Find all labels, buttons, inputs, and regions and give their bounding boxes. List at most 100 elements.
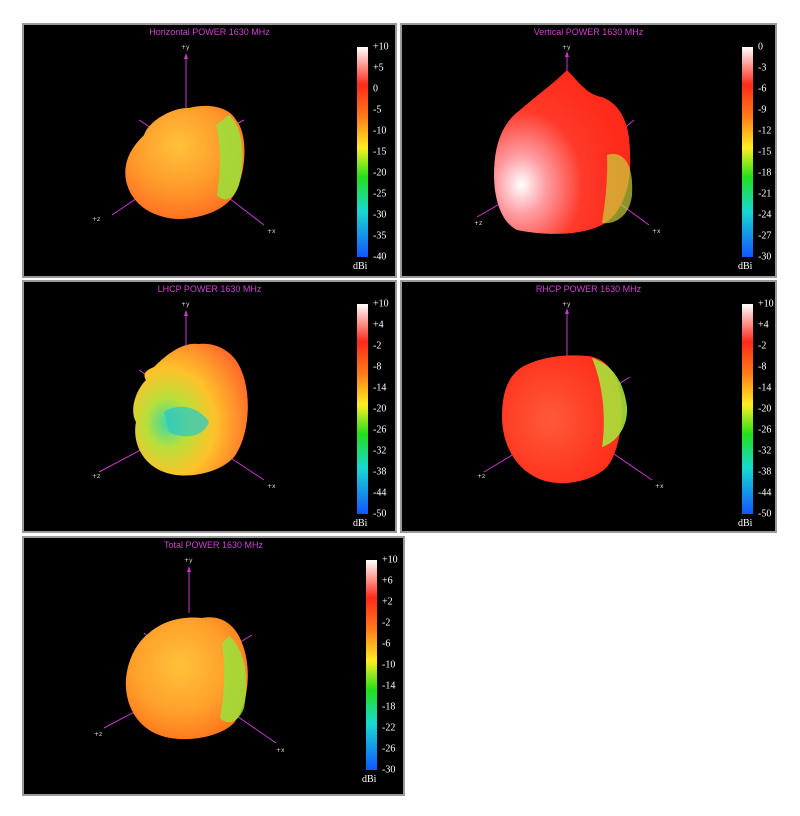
colorbar-tick: -26	[373, 424, 387, 436]
colorbar-unit: dBi	[738, 261, 753, 272]
colorbar-tick: -6	[382, 638, 391, 650]
pattern-plot: +y +z +x	[92, 44, 276, 235]
colorbar-tick: -44	[373, 487, 387, 499]
colorbar-tick: -18	[758, 167, 772, 179]
colorbar-tick: -3	[758, 62, 767, 74]
colorbar-unit: dBi	[353, 261, 368, 272]
colorbar-tick: -15	[758, 146, 772, 158]
pattern-side	[220, 636, 247, 723]
z-axis-label: +z	[94, 731, 102, 738]
colorbar-tick: -21	[758, 188, 772, 200]
pattern-plot: +y +z +x	[474, 44, 661, 235]
colorbar-tick: -24	[758, 209, 772, 221]
pattern-surface	[125, 617, 248, 740]
chart-title: LHCP POWER 1630 MHz	[157, 284, 262, 294]
colorbar-unit: dBi	[362, 774, 377, 785]
colorbar-tick: -8	[758, 361, 767, 373]
colorbar-tick: -30	[758, 251, 772, 263]
chart-panel-lhcp: LHCP POWER 1630 MHz +y +z +x +10 +4 -2 -…	[22, 280, 397, 533]
y-axis-arrow	[565, 308, 569, 314]
colorbar-tick: -15	[373, 146, 387, 158]
colorbar-tick: -20	[758, 403, 772, 415]
colorbar: 0 -3 -6 -9 -12 -15 -18 -21 -24 -27 -30 d…	[738, 42, 771, 273]
z-axis-label: +z	[477, 473, 485, 480]
colorbar-tick: -22	[382, 722, 396, 734]
colorbar-tick: -27	[758, 230, 772, 242]
colorbar-tick: -14	[373, 382, 387, 394]
pattern-blob	[164, 406, 209, 437]
colorbar-tick: +10	[382, 554, 398, 566]
colorbar-gradient	[366, 560, 377, 770]
pattern-plot: +y +z +x	[92, 301, 276, 490]
colorbar-tick: -50	[758, 508, 772, 520]
colorbar-tick: -14	[758, 382, 772, 394]
y-axis-label: +y	[562, 301, 571, 308]
colorbar-tick: -5	[373, 104, 382, 116]
colorbar-tick: +2	[382, 596, 393, 608]
x-axis-label: +x	[655, 483, 664, 490]
colorbar-tick: -32	[758, 445, 772, 457]
colorbar-tick: -30	[382, 764, 396, 776]
colorbar-tick: +6	[382, 575, 393, 587]
colorbar-tick: -9	[758, 104, 767, 116]
x-axis-label: +x	[267, 483, 276, 490]
y-axis-arrow	[184, 53, 188, 59]
z-axis-label: +z	[92, 216, 100, 223]
colorbar-tick: -8	[373, 361, 382, 373]
colorbar-unit: dBi	[738, 518, 753, 529]
colorbar: +10 +4 -2 -8 -14 -20 -26 -32 -38 -44 -50…	[738, 299, 774, 530]
colorbar-gradient	[357, 304, 368, 514]
pattern-surface	[502, 355, 622, 484]
colorbar-gradient	[742, 304, 753, 514]
colorbar: +10 +4 -2 -8 -14 -20 -26 -32 -38 -44 -50…	[353, 299, 389, 530]
colorbar-tick: -35	[373, 230, 387, 242]
colorbar-tick: -20	[373, 403, 387, 415]
colorbar-tick: -6	[758, 83, 767, 95]
colorbar-tick: -12	[758, 125, 772, 137]
colorbar-gradient	[742, 47, 753, 257]
colorbar-gradient	[357, 47, 368, 257]
x-axis-label: +x	[267, 228, 276, 235]
pattern-plot: +y +z +x	[477, 301, 664, 490]
colorbar-tick: -2	[373, 340, 382, 352]
colorbar-tick: 0	[758, 41, 763, 53]
y-axis-arrow	[187, 566, 191, 572]
colorbar-tick: 0	[373, 83, 378, 95]
colorbar: +10 +5 0 -5 -10 -15 -20 -25 -30 -35 -40 …	[353, 42, 389, 273]
chart-panel-total: Total POWER 1630 MHz +y +z +x +10 +6 +2 …	[22, 536, 405, 796]
colorbar-tick: -44	[758, 487, 772, 499]
pattern-side	[602, 154, 633, 224]
colorbar-tick: +10	[373, 298, 389, 310]
colorbar-tick: -26	[382, 743, 396, 755]
colorbar-tick: -50	[373, 508, 387, 520]
colorbar-tick: +4	[373, 319, 384, 331]
colorbar-tick: -25	[373, 188, 387, 200]
y-axis-arrow	[565, 51, 569, 57]
y-axis-arrow	[184, 310, 188, 316]
chart-panel-rhcp: RHCP POWER 1630 MHz +y +z +x +10 +4 -2 -…	[400, 280, 777, 533]
chart-panel-vertical: Vertical POWER 1630 MHz +y +z +x 0 -3 -6…	[400, 23, 777, 278]
pattern-side	[216, 115, 243, 200]
pattern-plot: +y +z +x	[94, 557, 285, 754]
colorbar-tick: +5	[373, 62, 384, 74]
colorbar-tick: -18	[382, 701, 396, 713]
colorbar-tick: -10	[382, 659, 396, 671]
chart-title: Vertical POWER 1630 MHz	[533, 27, 644, 37]
colorbar: +10 +6 +2 -2 -6 -10 -14 -18 -22 -26 -30 …	[362, 555, 398, 786]
colorbar-tick: +10	[758, 298, 774, 310]
colorbar-tick: -38	[373, 466, 387, 478]
x-axis-label: +x	[652, 228, 661, 235]
z-axis-label: +z	[92, 473, 100, 480]
y-axis-label: +y	[184, 557, 193, 564]
colorbar-tick: -14	[382, 680, 396, 692]
colorbar-tick: -40	[373, 251, 387, 263]
chart-title: Horizontal POWER 1630 MHz	[149, 27, 270, 37]
pattern-side	[592, 358, 628, 447]
chart-title: Total POWER 1630 MHz	[163, 540, 264, 550]
x-axis-label: +x	[276, 747, 285, 754]
y-axis-label: +y	[181, 44, 190, 51]
colorbar-unit: dBi	[353, 518, 368, 529]
colorbar-tick: -26	[758, 424, 772, 436]
colorbar-tick: -30	[373, 209, 387, 221]
chart-panel-horizontal: Horizontal POWER 1630 MHz +y +z +x +10 +…	[22, 23, 397, 278]
